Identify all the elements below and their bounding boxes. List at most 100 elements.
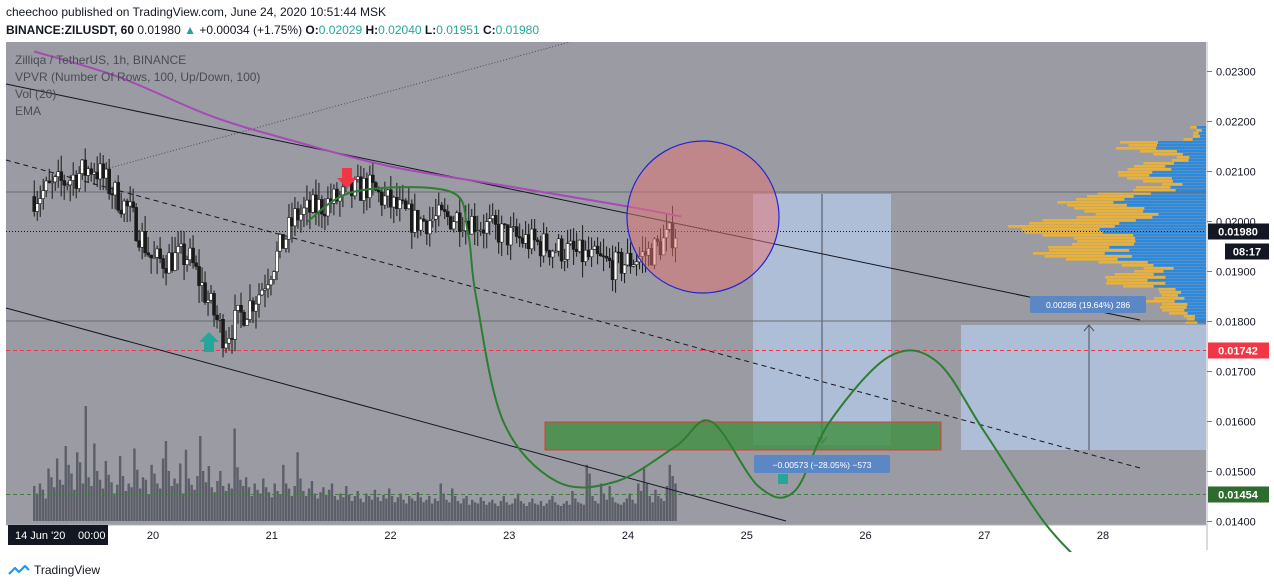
- volume-bar: [419, 497, 422, 521]
- candle-body: [197, 266, 201, 286]
- vpvr-down-bar: [1021, 228, 1100, 231]
- channel-median-line[interactable]: [5, 159, 1141, 469]
- vpvr-down-bar: [1183, 138, 1193, 141]
- projection-curve[interactable]: [306, 186, 1085, 552]
- candle-body: [140, 231, 144, 248]
- volume-bar: [216, 481, 219, 521]
- price-axis[interactable]: 0.023000.022000.021000.020000.019000.018…: [1207, 67, 1256, 553]
- vpvr-down-bar: [1048, 246, 1110, 249]
- volume-bar: [96, 471, 99, 521]
- support-zone[interactable]: [544, 421, 942, 451]
- candle-body: [221, 319, 225, 349]
- volume-bar: [173, 478, 176, 521]
- volume-bar: [482, 501, 485, 521]
- long-measure-box[interactable]: [961, 325, 1206, 450]
- candle-body: [209, 293, 213, 301]
- candle-body: [445, 211, 450, 217]
- ema-line[interactable]: [33, 50, 682, 218]
- candle-body: [227, 338, 231, 344]
- volume-bar: [591, 496, 594, 521]
- volume-bar: [562, 503, 566, 521]
- candle-body: [161, 258, 165, 269]
- volume-bar: [382, 494, 385, 521]
- volume-bar: [33, 486, 36, 521]
- candle-body: [275, 250, 279, 273]
- volume-bar: [41, 489, 45, 521]
- volume-bar: [201, 471, 205, 521]
- vpvr-up-bar: [1104, 252, 1206, 255]
- vpvr-down-bar: [1076, 216, 1153, 219]
- vpvr-up-bar: [1199, 135, 1206, 138]
- candle-body: [239, 305, 243, 313]
- candle-body: [263, 288, 267, 291]
- highlight-ellipse[interactable]: [599, 113, 807, 321]
- vpvr-down-bar: [1128, 144, 1158, 147]
- volume-bar: [605, 499, 608, 521]
- candle-body: [493, 215, 498, 225]
- volume-bar: [631, 499, 634, 521]
- candle-body: [505, 224, 510, 246]
- candle-body: [155, 248, 159, 258]
- volume-bar: [496, 506, 500, 521]
- candle-body: [50, 181, 55, 184]
- candle-body: [595, 245, 600, 254]
- volume-bar: [399, 493, 402, 521]
- vpvr-up-bar: [1165, 165, 1206, 168]
- vpvr-up-bar: [1189, 156, 1206, 159]
- vpvr-down-bar: [1161, 294, 1179, 297]
- vpvr-up-bar: [1156, 147, 1206, 150]
- countdown-badge: [1225, 243, 1269, 260]
- candle-body: [323, 213, 327, 217]
- vpvr-down-bar: [1176, 156, 1190, 159]
- volume-bar: [267, 492, 271, 521]
- up-triangle-icon: ▲: [184, 23, 196, 37]
- volume-bar: [385, 498, 388, 521]
- volume-bar: [551, 496, 554, 521]
- candle-body: [571, 240, 576, 250]
- channel-lower-line[interactable]: [5, 307, 787, 522]
- vpvr-down-bar: [1121, 264, 1154, 267]
- candle-body: [448, 216, 453, 230]
- dotted-trend-line[interactable]: [94, 42, 571, 173]
- time-axis[interactable]: 14 Jun '20 00:00 20 21 22 23 24 25 26 27 28: [8, 525, 1109, 545]
- vpvr-up-bar: [1170, 186, 1206, 189]
- volume-bar: [645, 483, 649, 521]
- volume-bar: [219, 471, 222, 521]
- volume-bar: [516, 493, 520, 521]
- vpvr-up-bar: [1113, 201, 1206, 204]
- vpvr-up-bar: [1176, 150, 1206, 153]
- candle-body: [137, 240, 141, 248]
- footer-brand: TradingView: [34, 563, 101, 577]
- vpvr-down-bar: [1007, 225, 1115, 228]
- volume-bar: [571, 491, 574, 521]
- volume-bar: [545, 503, 548, 521]
- candle-body: [607, 257, 612, 261]
- candle-body: [508, 227, 513, 246]
- volume-bar: [184, 449, 188, 521]
- candle-body: [556, 238, 561, 252]
- vpvr-up-bar: [1175, 189, 1206, 192]
- price-chart[interactable]: 0.00286 (19.64%) 286 −0.00573 (−28.05%) …: [0, 42, 1274, 552]
- candle-body: [478, 229, 483, 232]
- vpvr-up-bar: [1182, 183, 1206, 186]
- candle-body: [368, 174, 372, 199]
- vpvr-down-bar: [1057, 201, 1114, 204]
- volume-bar: [138, 488, 142, 521]
- candle-body: [56, 171, 61, 177]
- volume-bar: [508, 504, 511, 521]
- candle-body: [194, 262, 198, 267]
- volume-bar: [579, 503, 583, 521]
- volume-bar: [574, 498, 577, 521]
- candle-body: [149, 254, 153, 259]
- volume-bar: [625, 498, 629, 521]
- candle-body: [610, 260, 615, 281]
- candle-body: [143, 231, 147, 254]
- volume-bar: [542, 506, 546, 521]
- candle-body: [92, 171, 96, 175]
- candle-body: [589, 249, 594, 258]
- candle-body: [407, 203, 411, 209]
- channel-upper-line[interactable]: [5, 83, 1141, 321]
- volume-bar: [196, 476, 199, 521]
- candle-body: [538, 241, 543, 257]
- candle-body: [469, 216, 474, 235]
